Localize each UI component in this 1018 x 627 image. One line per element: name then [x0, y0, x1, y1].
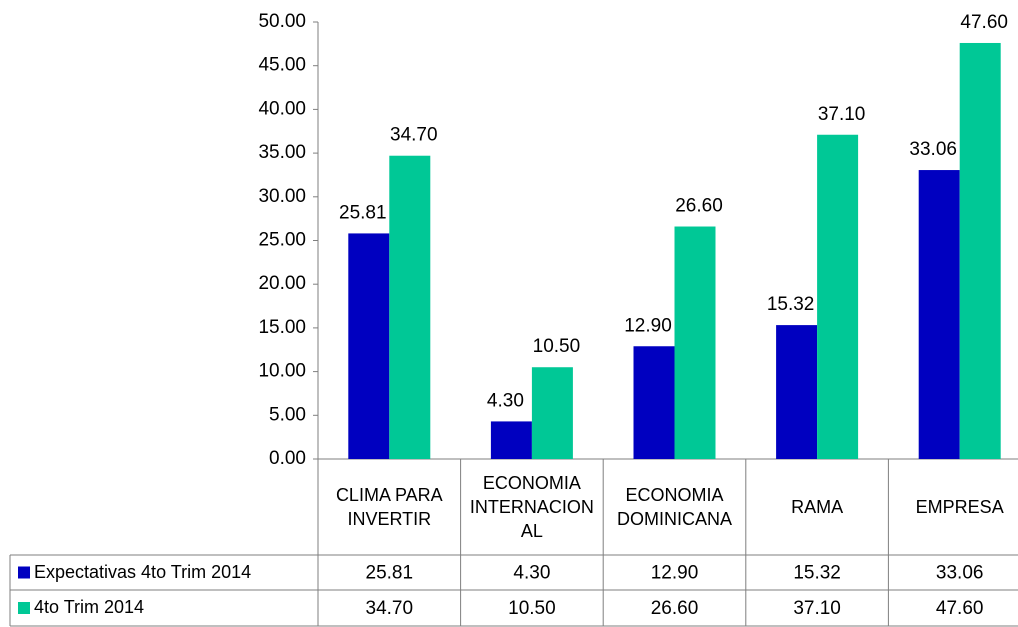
y-tick-label: 30.00	[258, 186, 306, 207]
bar	[531, 367, 573, 459]
bar	[776, 325, 818, 459]
x-tick-label: RAMA	[791, 496, 844, 517]
table-cell: 15.32	[793, 563, 841, 584]
data-label: 4.30	[487, 390, 524, 411]
table-cell: 25.81	[366, 563, 414, 584]
y-tick-label: 50.00	[258, 11, 306, 32]
data-label: 26.60	[675, 196, 723, 217]
bar	[959, 42, 1001, 459]
table-cell: 4.30	[513, 563, 550, 584]
data-label: 25.81	[339, 202, 387, 223]
table-cell: 10.50	[508, 598, 556, 619]
legend-label: Expectativas 4to Trim 2014	[34, 561, 252, 582]
legend-swatch	[18, 566, 30, 579]
y-tick-label: 15.00	[258, 317, 306, 338]
legend-swatch	[18, 602, 30, 614]
data-label: 33.06	[909, 139, 957, 160]
bar	[389, 155, 431, 460]
data-label: 10.50	[533, 336, 581, 357]
bar	[348, 233, 390, 459]
legend-label: 4to Trim 2014	[34, 597, 145, 617]
bar	[674, 226, 716, 459]
y-tick-label: 25.00	[258, 230, 306, 251]
y-tick-label: 40.00	[258, 98, 306, 119]
table-cell: 33.06	[936, 563, 984, 584]
x-tick-label: ECONOMIA DOMINICANA	[616, 484, 732, 529]
data-label: 47.60	[960, 12, 1008, 33]
y-tick-label: 20.00	[258, 273, 306, 294]
y-tick-label: 35.00	[258, 142, 306, 163]
bar	[817, 134, 859, 459]
table-cell: 26.60	[651, 598, 699, 619]
y-tick-label: 0.00	[269, 448, 306, 469]
bar	[490, 421, 532, 459]
bar	[918, 170, 960, 459]
data-label: 15.32	[767, 294, 815, 315]
data-label: 37.10	[818, 104, 866, 125]
y-tick-label: 5.00	[269, 404, 306, 425]
x-tick-label: EMPRESA	[915, 496, 1004, 517]
table-cell: 12.90	[651, 563, 699, 584]
table-cell: 37.10	[793, 598, 841, 619]
x-tick-label: ECONOMIA INTERNACIONAL	[469, 472, 594, 542]
y-tick-label: 10.00	[258, 361, 306, 382]
x-tick-label: CLIMA PARA INVERTIR	[335, 484, 443, 529]
bar	[633, 346, 675, 459]
data-label: 12.90	[624, 315, 672, 336]
data-label: 34.70	[390, 125, 438, 146]
table-cell: 34.70	[366, 598, 414, 619]
table-cell: 47.60	[936, 598, 984, 619]
y-tick-label: 45.00	[258, 55, 306, 76]
